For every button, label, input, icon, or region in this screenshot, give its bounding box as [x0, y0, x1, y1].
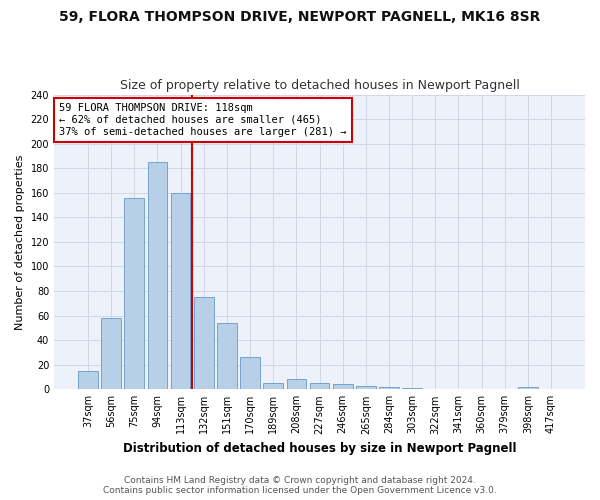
Bar — [287, 380, 306, 390]
Text: 59, FLORA THOMPSON DRIVE, NEWPORT PAGNELL, MK16 8SR: 59, FLORA THOMPSON DRIVE, NEWPORT PAGNEL… — [59, 10, 541, 24]
Text: Contains HM Land Registry data © Crown copyright and database right 2024.
Contai: Contains HM Land Registry data © Crown c… — [103, 476, 497, 495]
Bar — [356, 386, 376, 390]
Bar — [379, 387, 399, 390]
Bar — [101, 318, 121, 390]
Bar — [124, 198, 144, 390]
Bar — [194, 297, 214, 390]
Bar — [148, 162, 167, 390]
Bar — [78, 371, 98, 390]
X-axis label: Distribution of detached houses by size in Newport Pagnell: Distribution of detached houses by size … — [123, 442, 516, 455]
Bar — [402, 388, 422, 390]
Bar — [310, 383, 329, 390]
Bar — [217, 323, 237, 390]
Bar — [240, 358, 260, 390]
Y-axis label: Number of detached properties: Number of detached properties — [15, 154, 25, 330]
Bar — [263, 383, 283, 390]
Bar — [333, 384, 353, 390]
Text: 59 FLORA THOMPSON DRIVE: 118sqm
← 62% of detached houses are smaller (465)
37% o: 59 FLORA THOMPSON DRIVE: 118sqm ← 62% of… — [59, 104, 347, 136]
Bar — [171, 193, 190, 390]
Title: Size of property relative to detached houses in Newport Pagnell: Size of property relative to detached ho… — [119, 79, 520, 92]
Bar — [518, 387, 538, 390]
